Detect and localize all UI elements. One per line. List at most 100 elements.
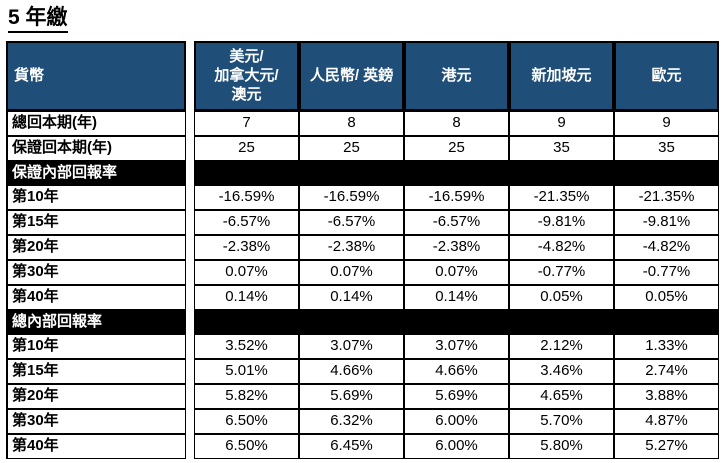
- value-cell: 0.14%: [404, 285, 509, 311]
- value-cell: -21.35%: [509, 185, 614, 211]
- row-label-cell: 第30年: [6, 260, 186, 286]
- row-label-cell: 第10年: [6, 185, 186, 211]
- value-cell: -6.57%: [194, 210, 299, 236]
- value-cell: 3.52%: [194, 334, 299, 360]
- column-gap-spacer: [186, 161, 194, 186]
- column-header-cell: 新加坡元: [509, 41, 614, 112]
- value-cell: 2.12%: [509, 334, 614, 360]
- value-cell: 6.50%: [194, 409, 299, 435]
- value-cell: 5.80%: [509, 434, 614, 460]
- section-header-cell: 保證內部回報率: [6, 161, 186, 186]
- column-gap-spacer: [186, 185, 194, 211]
- value-cell: -6.57%: [404, 210, 509, 236]
- value-cell: -21.35%: [614, 185, 719, 211]
- column-header-cell: 美元/ 加拿大元/ 澳元: [194, 41, 299, 112]
- column-gap-spacer: [186, 210, 194, 236]
- value-cell: 7: [194, 111, 299, 137]
- value-cell: -2.38%: [404, 235, 509, 261]
- section-band: [194, 161, 719, 186]
- row-label-cell: 第15年: [6, 359, 186, 385]
- value-cell: 6.45%: [299, 434, 404, 460]
- column-gap-spacer: [186, 384, 194, 410]
- value-cell: 4.87%: [614, 409, 719, 435]
- value-cell: 3.07%: [299, 334, 404, 360]
- value-cell: 6.00%: [404, 409, 509, 435]
- column-gap-spacer: [186, 260, 194, 286]
- value-cell: -4.82%: [509, 235, 614, 261]
- value-cell: -2.38%: [194, 235, 299, 261]
- value-cell: 25: [299, 136, 404, 162]
- value-cell: 8: [404, 111, 509, 137]
- value-cell: 0.07%: [404, 260, 509, 286]
- value-cell: 5.82%: [194, 384, 299, 410]
- column-gap-spacer: [186, 434, 194, 460]
- page-title: 5 年繳: [8, 5, 68, 34]
- column-header-cell: 歐元: [614, 41, 719, 112]
- value-cell: 4.66%: [299, 359, 404, 385]
- column-gap-spacer: [186, 310, 194, 335]
- value-cell: 4.65%: [509, 384, 614, 410]
- value-cell: -9.81%: [614, 210, 719, 236]
- column-header-cell: 人民幣/ 英鎊: [299, 41, 404, 112]
- value-cell: -2.38%: [299, 235, 404, 261]
- row-label-cell: 第40年: [6, 434, 186, 460]
- value-cell: 5.69%: [299, 384, 404, 410]
- value-cell: 0.05%: [509, 285, 614, 311]
- value-cell: 5.27%: [614, 434, 719, 460]
- value-cell: 35: [614, 136, 719, 162]
- row-label-cell: 第20年: [6, 235, 186, 261]
- value-cell: 35: [509, 136, 614, 162]
- value-cell: 25: [404, 136, 509, 162]
- column-gap-spacer: [186, 111, 194, 137]
- row-label-cell: 保證回本期(年): [6, 136, 186, 162]
- value-cell: -0.77%: [509, 260, 614, 286]
- column-gap-spacer: [186, 334, 194, 360]
- value-cell: -6.57%: [299, 210, 404, 236]
- column-gap-spacer: [186, 409, 194, 435]
- value-cell: 3.88%: [614, 384, 719, 410]
- column-gap-spacer: [186, 41, 194, 112]
- value-cell: 6.50%: [194, 434, 299, 460]
- value-cell: 5.01%: [194, 359, 299, 385]
- row-label-cell: 第15年: [6, 210, 186, 236]
- value-cell: 5.69%: [404, 384, 509, 410]
- value-cell: 0.14%: [299, 285, 404, 311]
- value-cell: 2.74%: [614, 359, 719, 385]
- column-gap-spacer: [186, 235, 194, 261]
- row-label-cell: 第40年: [6, 285, 186, 311]
- row-label-cell: 總回本期(年): [6, 111, 186, 137]
- value-cell: 9: [614, 111, 719, 137]
- value-cell: 8: [299, 111, 404, 137]
- section-band: [194, 310, 719, 335]
- row-label-cell: 第20年: [6, 384, 186, 410]
- value-cell: -0.77%: [614, 260, 719, 286]
- value-cell: 6.00%: [404, 434, 509, 460]
- column-header-cell: 港元: [404, 41, 509, 112]
- value-cell: 0.07%: [194, 260, 299, 286]
- value-cell: 1.33%: [614, 334, 719, 360]
- column-gap-spacer: [186, 285, 194, 311]
- value-cell: 0.14%: [194, 285, 299, 311]
- value-cell: 0.05%: [614, 285, 719, 311]
- value-cell: -16.59%: [299, 185, 404, 211]
- value-cell: 4.66%: [404, 359, 509, 385]
- value-cell: 25: [194, 136, 299, 162]
- value-cell: -9.81%: [509, 210, 614, 236]
- value-cell: 0.07%: [299, 260, 404, 286]
- value-cell: 3.07%: [404, 334, 509, 360]
- value-cell: -16.59%: [404, 185, 509, 211]
- section-header-cell: 總內部回報率: [6, 310, 186, 335]
- column-gap-spacer: [186, 359, 194, 385]
- row-label-cell: 第30年: [6, 409, 186, 435]
- value-cell: 3.46%: [509, 359, 614, 385]
- currency-header-cell: 貨幣: [6, 41, 186, 112]
- column-gap-spacer: [186, 136, 194, 162]
- value-cell: 6.32%: [299, 409, 404, 435]
- value-cell: -4.82%: [614, 235, 719, 261]
- value-cell: 5.70%: [509, 409, 614, 435]
- value-cell: 9: [509, 111, 614, 137]
- irr-table: 貨幣 美元/ 加拿大元/ 澳元 人民幣/ 英鎊 港元 新加坡元 歐元 總回本期(年) 7 8 8 9…: [6, 41, 719, 460]
- value-cell: -16.59%: [194, 185, 299, 211]
- row-label-cell: 第10年: [6, 334, 186, 360]
